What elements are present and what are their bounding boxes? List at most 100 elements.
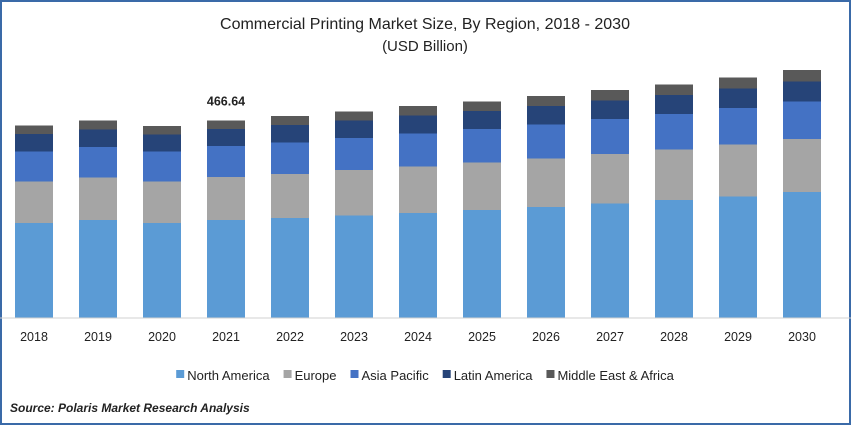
bar-asia-pacific-2020	[143, 151, 181, 182]
bar-middle-east-africa-2020	[143, 126, 181, 135]
legend-swatch	[350, 370, 359, 378]
legend-label: Latin America	[454, 368, 534, 383]
bar-europe-2021	[207, 177, 245, 220]
bar-middle-east-africa-2024	[399, 106, 437, 116]
bar-north-america-2019	[79, 220, 117, 318]
bar-middle-east-africa-2027	[591, 90, 629, 101]
legend-swatch	[176, 370, 185, 378]
bar-latin-america-2026	[527, 106, 565, 125]
legend-item-latin-america: Latin America	[442, 368, 534, 383]
bar-middle-east-africa-2022	[271, 116, 309, 125]
x-tick-2020: 2020	[148, 330, 176, 344]
x-tick-2022: 2022	[276, 330, 304, 344]
bar-europe-2018	[15, 181, 53, 223]
bar-europe-2024	[399, 166, 437, 213]
x-tick-2027: 2027	[596, 330, 624, 344]
bar-north-america-2024	[399, 213, 437, 318]
bar-middle-east-africa-2030	[783, 70, 821, 82]
legend-swatch	[442, 370, 451, 378]
bar-europe-2025	[463, 162, 501, 210]
bar-europe-2029	[719, 144, 757, 197]
legend: North America Europe Asia Pacific Latin Ame…	[176, 368, 675, 383]
x-tick-2026: 2026	[532, 330, 560, 344]
bar-asia-pacific-2028	[655, 114, 693, 150]
bar-asia-pacific-2027	[591, 119, 629, 154]
x-tick-2025: 2025	[468, 330, 496, 344]
chart-title: Commercial Printing Market Size, By Regi…	[220, 16, 630, 33]
bar-latin-america-2028	[655, 95, 693, 114]
bar-europe-2028	[655, 149, 693, 200]
x-tick-2028: 2028	[660, 330, 688, 344]
x-tick-2024: 2024	[404, 330, 432, 344]
source-note: Source: Polaris Market Research Analysis	[10, 401, 250, 415]
bar-latin-america-2024	[399, 115, 437, 134]
bar-asia-pacific-2023	[335, 138, 373, 170]
bar-north-america-2020	[143, 223, 181, 318]
bar-north-america-2023	[335, 215, 373, 318]
bar-latin-america-2022	[271, 125, 309, 143]
bar-north-america-2022	[271, 218, 309, 318]
chart-subtitle: (USD Billion)	[382, 38, 468, 55]
bar-north-america-2027	[591, 203, 629, 318]
bars-group	[15, 70, 821, 318]
legend-item-north-america: North America	[176, 368, 270, 383]
bar-middle-east-africa-2021	[207, 120, 245, 129]
legend-swatch	[546, 370, 555, 378]
legend-swatch	[283, 370, 292, 378]
bar-middle-east-africa-2025	[463, 101, 501, 111]
bar-north-america-2025	[463, 210, 501, 318]
legend-item-middle-east-africa: Middle East & Africa	[546, 368, 675, 383]
x-tick-2023: 2023	[340, 330, 368, 344]
bar-asia-pacific-2024	[399, 133, 437, 167]
bar-europe-2020	[143, 181, 181, 223]
bar-asia-pacific-2026	[527, 124, 565, 159]
bar-north-america-2030	[783, 192, 821, 318]
bar-latin-america-2030	[783, 81, 821, 102]
bar-north-america-2028	[655, 200, 693, 318]
bar-middle-east-africa-2029	[719, 77, 757, 89]
bar-latin-america-2029	[719, 88, 757, 108]
legend-label: Europe	[295, 368, 337, 383]
bar-asia-pacific-2030	[783, 101, 821, 139]
bar-north-america-2018	[15, 223, 53, 318]
legend-label: Middle East & Africa	[557, 368, 674, 383]
bar-middle-east-africa-2018	[15, 125, 53, 134]
bar-europe-2019	[79, 177, 117, 220]
x-tick-2021: 2021	[212, 330, 240, 344]
bar-middle-east-africa-2023	[335, 111, 373, 121]
x-tick-2019: 2019	[84, 330, 112, 344]
bar-latin-america-2021	[207, 129, 245, 146]
x-tick-labels: 2018 2019 2020 2021 2022 2023 2024 2025 2026 2027…	[20, 330, 816, 344]
bar-europe-2022	[271, 174, 309, 218]
bar-asia-pacific-2018	[15, 151, 53, 182]
bar-middle-east-africa-2019	[79, 120, 117, 130]
bar-asia-pacific-2025	[463, 129, 501, 163]
legend-label: Asia Pacific	[362, 368, 430, 383]
bar-europe-2026	[527, 158, 565, 207]
bar-asia-pacific-2029	[719, 108, 757, 145]
bar-latin-america-2025	[463, 111, 501, 129]
bar-europe-2027	[591, 154, 629, 204]
x-tick-2030: 2030	[788, 330, 816, 344]
bar-latin-america-2019	[79, 129, 117, 147]
bar-latin-america-2027	[591, 100, 629, 119]
bar-middle-east-africa-2028	[655, 84, 693, 95]
bar-middle-east-africa-2026	[527, 96, 565, 106]
legend-label: North America	[187, 368, 270, 383]
legend-item-europe: Europe	[283, 368, 337, 383]
bar-latin-america-2020	[143, 134, 181, 152]
bar-europe-2030	[783, 139, 821, 192]
annotations: 466.64	[207, 95, 245, 109]
bar-europe-2023	[335, 170, 373, 216]
x-tick-2018: 2018	[20, 330, 48, 344]
bar-north-america-2026	[527, 207, 565, 318]
bar-asia-pacific-2021	[207, 146, 245, 177]
bar-north-america-2029	[719, 196, 757, 318]
bar-latin-america-2018	[15, 134, 53, 152]
bar-asia-pacific-2019	[79, 147, 117, 178]
data-label-2021: 466.64	[207, 95, 245, 109]
bar-asia-pacific-2022	[271, 142, 309, 174]
bar-north-america-2021	[207, 220, 245, 318]
legend-item-asia-pacific: Asia Pacific	[350, 368, 430, 383]
